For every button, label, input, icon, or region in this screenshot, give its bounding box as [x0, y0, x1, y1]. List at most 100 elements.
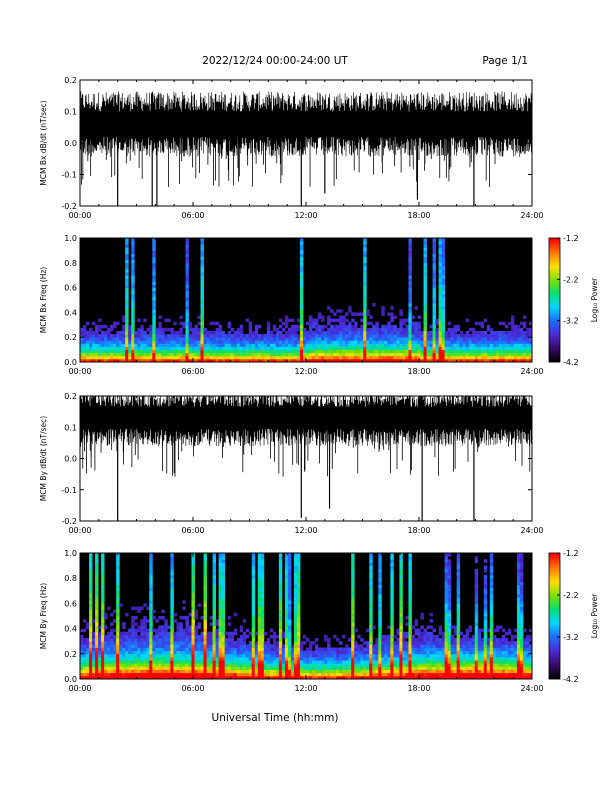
- heatmap-cell: [107, 647, 111, 652]
- heatmap-cell: [387, 358, 391, 363]
- heatmap-cell: [209, 321, 213, 326]
- heatmap-cell: [438, 262, 442, 267]
- heatmap-cell: [89, 660, 93, 664]
- heatmap-cell: [438, 358, 442, 363]
- heatmap-cell: [116, 568, 120, 573]
- heatmap-cell: [342, 331, 346, 335]
- heatmap-cell: [287, 575, 292, 579]
- colorbar-swatch: [549, 289, 560, 293]
- heatmap-cell: [242, 650, 247, 655]
- heatmap-cell: [212, 660, 216, 664]
- heatmap-cell: [158, 343, 162, 347]
- heatmap-cell: [299, 262, 304, 267]
- heatmap-cell: [242, 660, 247, 664]
- heatmap-cell: [140, 625, 144, 629]
- heatmap-cell: [290, 672, 295, 677]
- heatmap-cell: [299, 331, 304, 335]
- heatmap-cell: [230, 634, 235, 639]
- signal-trace: [79, 91, 533, 157]
- colorbar-swatch: [549, 269, 560, 272]
- heatmap-cell: [390, 575, 394, 579]
- heatmap-cell: [414, 349, 418, 354]
- y-tick-label: 0.1: [64, 108, 77, 117]
- heatmap-cell: [251, 565, 256, 570]
- heatmap-cell: [209, 343, 213, 347]
- heatmap-cell: [134, 340, 138, 344]
- heatmap-cell: [351, 609, 355, 614]
- heatmap-cell: [315, 355, 319, 360]
- heatmap-cell: [176, 622, 180, 626]
- heatmap-cell: [122, 666, 126, 670]
- heatmap-cell: [260, 675, 265, 680]
- heatmap-cell: [453, 324, 458, 329]
- heatmap-cell: [122, 625, 126, 629]
- heatmap-cell: [242, 663, 247, 667]
- heatmap-cell: [92, 352, 96, 357]
- heatmap-cell: [299, 644, 304, 648]
- heatmap-cell: [149, 603, 153, 607]
- heatmap-cell: [245, 647, 250, 652]
- heatmap-cell: [215, 653, 220, 658]
- heatmap-cell: [450, 343, 455, 347]
- heatmap-cell: [263, 666, 268, 670]
- heatmap-cell: [251, 590, 256, 595]
- heatmap-cell: [152, 238, 156, 242]
- heatmap-cell: [260, 644, 265, 648]
- heatmap-cell: [417, 644, 421, 648]
- heatmap-cell: [293, 337, 298, 341]
- heatmap-cell: [284, 581, 289, 585]
- heatmap-cell: [315, 337, 319, 341]
- heatmap-cell: [170, 553, 174, 557]
- heatmap-cell: [206, 644, 210, 648]
- heatmap-cell: [164, 631, 168, 636]
- heatmap-cell: [200, 653, 204, 658]
- heatmap-cell: [287, 593, 292, 598]
- heatmap-cell: [149, 568, 153, 573]
- heatmap-cell: [146, 672, 150, 677]
- heatmap-cell: [441, 244, 446, 248]
- heatmap-cell: [110, 653, 114, 658]
- heatmap-cell: [260, 647, 265, 652]
- heatmap-cell: [203, 666, 207, 670]
- heatmap-cell: [152, 318, 156, 323]
- heatmap-cell: [429, 358, 433, 363]
- heatmap-cell: [417, 355, 421, 360]
- heatmap-cell: [399, 656, 403, 661]
- colorbar-swatch: [549, 297, 560, 301]
- heatmap-cell: [149, 340, 153, 344]
- heatmap-cell: [432, 315, 436, 319]
- heatmap-cell: [351, 559, 355, 563]
- heatmap-cell: [402, 358, 406, 363]
- heatmap-cell: [369, 622, 373, 626]
- heatmap-cell: [179, 669, 183, 674]
- heatmap-cell: [435, 352, 439, 357]
- heatmap-cell: [396, 340, 400, 344]
- heatmap-cell: [191, 334, 195, 338]
- heatmap-cell: [131, 259, 135, 264]
- heatmap-cell: [302, 358, 307, 363]
- heatmap-cell: [203, 562, 207, 566]
- heatmap-cell: [516, 327, 521, 332]
- heatmap-cell: [215, 631, 220, 636]
- heatmap-cell: [200, 303, 204, 307]
- heatmap-cell: [378, 656, 382, 661]
- heatmap-cell: [390, 337, 394, 341]
- heatmap-cell: [206, 663, 210, 667]
- heatmap-cell: [176, 675, 180, 680]
- heatmap-cell: [360, 650, 364, 655]
- heatmap-cell: [251, 556, 256, 560]
- heatmap-cell: [278, 641, 283, 645]
- heatmap-cell: [281, 327, 286, 332]
- heatmap-cell: [158, 644, 162, 648]
- heatmap-cell: [236, 358, 241, 363]
- heatmap-cell: [116, 352, 120, 357]
- heatmap-cell: [278, 647, 283, 652]
- heatmap-cell: [390, 562, 394, 566]
- heatmap-cell: [435, 672, 439, 677]
- heatmap-cell: [224, 352, 229, 357]
- heatmap-cell: [95, 644, 99, 648]
- heatmap-cell: [281, 631, 286, 636]
- heatmap-cell: [215, 647, 220, 652]
- heatmap-cell: [209, 337, 213, 341]
- heatmap-cell: [188, 675, 192, 680]
